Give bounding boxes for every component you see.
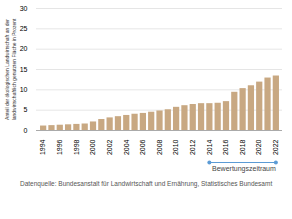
svg-text:2002: 2002: [106, 139, 113, 155]
svg-text:5: 5: [24, 106, 28, 113]
svg-text:0: 0: [24, 127, 28, 134]
svg-text:Bewertungszeitraum: Bewertungszeitraum: [212, 165, 276, 173]
svg-text:2018: 2018: [239, 139, 246, 155]
svg-text:2014: 2014: [206, 139, 213, 155]
svg-text:2010: 2010: [172, 139, 179, 155]
svg-text:2022: 2022: [272, 139, 279, 155]
svg-text:20: 20: [20, 45, 28, 52]
svg-text:2020: 2020: [255, 139, 262, 155]
svg-text:2000: 2000: [89, 139, 96, 155]
svg-text:Anteil der ökologischen Landwi: Anteil der ökologischen Landwirtschaft a…: [4, 18, 17, 120]
svg-text:10: 10: [20, 86, 28, 93]
svg-text:1996: 1996: [56, 139, 63, 155]
svg-text:25: 25: [20, 25, 28, 32]
svg-text:2008: 2008: [156, 139, 163, 155]
svg-text:2006: 2006: [139, 139, 146, 155]
svg-text:2012: 2012: [189, 139, 196, 155]
html-text:Datenquelle: Bundesanstalt für: Datenquelle: Bundesanstalt für Landwirts…: [20, 180, 273, 187]
svg-text:1994: 1994: [39, 139, 46, 155]
svg-text:1998: 1998: [73, 139, 80, 155]
svg-text:15: 15: [20, 66, 28, 73]
svg-text:30: 30: [20, 5, 28, 12]
svg-text:2016: 2016: [222, 139, 229, 155]
svg-text:2004: 2004: [122, 139, 129, 155]
